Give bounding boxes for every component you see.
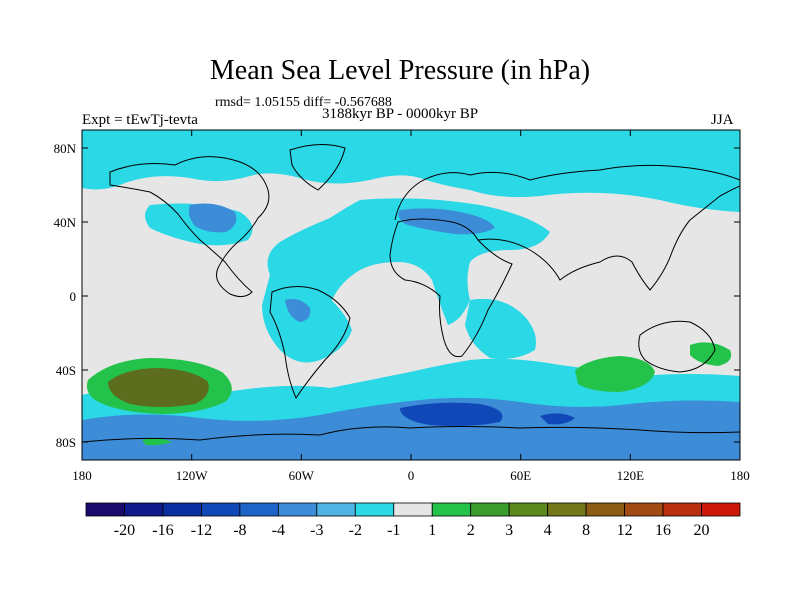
coast-africa [389,218,513,358]
colorbar-swatch [470,502,510,517]
lat-label: 40N [54,215,77,230]
lon-label: 180 [72,468,92,483]
colorbar-swatch [277,502,318,517]
latitude-axis: 80N 40N 0 40S 80S [54,141,740,450]
colorbar-swatch [124,502,164,517]
coast-asia [477,185,740,291]
colorbar-swatch [239,502,279,517]
colorbar-swatch [393,502,433,517]
colorbar-label: -2 [349,522,362,539]
lat-label: 40S [56,363,76,378]
coast-south-america [269,286,351,400]
antarctic-dark-blue-region [400,402,503,426]
coast-antarctica [82,426,740,443]
colorbar-swatch [85,502,125,517]
colorbar-swatch [508,502,549,517]
colorbar-label: -20 [114,522,135,539]
lat-label: 0 [70,289,77,304]
south-pacific-darkgreen-core [108,368,209,407]
indian-ocean-cyan-region [465,298,536,359]
coastlines [82,144,740,443]
colorbar-label: -4 [272,522,285,539]
map-area [82,130,740,460]
antarctic-green-spot [142,438,172,446]
period-label: 3188kyr BP - 0000kyr BP [322,106,479,122]
southern-ocean-blue-band [82,397,740,460]
experiment-label: Expt = tEwTj-tevta [82,112,198,128]
colorbar-label: 2 [467,522,475,539]
colorbar-label: -1 [387,522,400,539]
lon-label: 60W [289,468,315,483]
season-label: JJA [711,112,734,128]
lat-label: 80N [54,141,77,156]
lon-label: 0 [408,468,415,483]
colorbar-swatch [162,502,202,517]
coast-australia [638,320,716,373]
colorbar-swatch [316,502,356,517]
colorbar-label: 20 [694,522,710,539]
antarctic-dark-blue-region-2 [540,413,575,425]
colorbar-swatch [624,502,664,517]
colorbar-label: 16 [655,522,671,539]
longitude-axis: 180 120W 60W 0 60E 120E 180 [72,130,750,483]
colorbar-swatch [547,502,587,517]
colorbar-swatch [354,502,395,517]
colorbar-swatch [585,502,625,517]
plot-title: Mean Sea Level Pressure (in hPa) [209,55,591,86]
coast-europe [394,164,740,221]
lon-label: 120W [176,468,209,483]
lat-label: 80S [56,435,76,450]
lon-label: 60E [510,468,531,483]
lon-label: 180 [730,468,750,483]
stats-text: rmsd= 1.05155 diff= -0.567688 [215,95,392,110]
lon-label: 120E [617,468,645,483]
colorbar-swatch [201,502,241,517]
australia-green-region [690,342,732,366]
colorbar-label: 1 [428,522,436,539]
colorbar-label: 12 [617,522,633,539]
indian-ocean-green-region [575,356,655,392]
colorbar-swatch [431,502,472,517]
arctic-cyan-region [82,130,740,212]
colorbar-label: -8 [233,522,246,539]
coast-greenland [289,144,346,191]
coast-north-america [109,156,270,298]
colorbar-label: -3 [310,522,323,539]
colorbar-label: -16 [152,522,173,539]
colorbar-label: 8 [582,522,590,539]
colorbar-label: 3 [505,522,513,539]
colorbar-label: -12 [191,522,212,539]
south-america-blue-region [285,299,311,322]
colorbar-swatch [701,502,741,517]
colorbar: -20 -16 -12 -8 -4 -3 -2 -1 1 2 3 4 8 12 16 20 [85,502,741,539]
colorbar-swatch [662,502,702,517]
north-pacific-blue-region [188,203,237,233]
colorbar-label: 4 [544,522,552,539]
